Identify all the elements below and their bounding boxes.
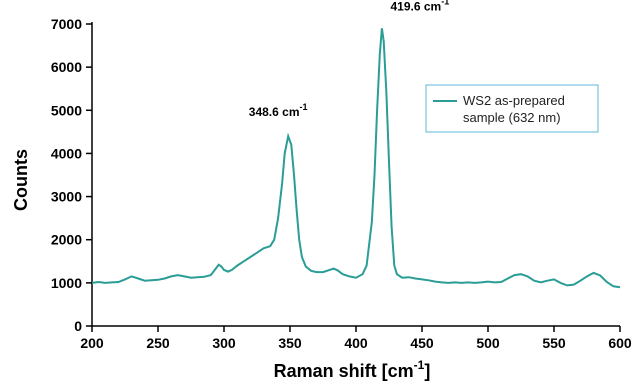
- x-axis-title-sup: -1: [414, 358, 425, 372]
- x-tick-label: 300: [212, 335, 236, 351]
- x-axis-title-main: Raman shift [cm: [274, 361, 414, 381]
- x-tick-label: 400: [344, 335, 368, 351]
- x-axis-title: Raman shift [cm-1]: [274, 358, 431, 381]
- y-tick-label: 4000: [51, 145, 82, 161]
- y-tick-label: 2000: [51, 232, 82, 248]
- x-axis-title-end: ]: [424, 361, 430, 381]
- x-tick-label: 250: [146, 335, 170, 351]
- x-tick-label: 350: [278, 335, 302, 351]
- x-tick-label: 500: [476, 335, 500, 351]
- legend: WS2 as-prepared sample (632 nm): [425, 84, 599, 133]
- x-tick-label: 550: [542, 335, 566, 351]
- y-tick-label: 6000: [51, 59, 82, 75]
- x-tick-label: 450: [410, 335, 434, 351]
- y-tick-label: 3000: [51, 189, 82, 205]
- y-axis-title: Counts: [11, 149, 31, 211]
- legend-label-line2: sample (632 nm): [463, 110, 561, 125]
- y-tick-label: 0: [74, 318, 82, 334]
- axis-ticks: 0 1000 2000 3000 4000 5000 6000 7000 200 250 300 35…: [51, 16, 632, 351]
- legend-box: [425, 84, 599, 133]
- legend-label-line1: WS2 as-prepared: [463, 93, 565, 108]
- y-tick-label: 7000: [51, 16, 82, 32]
- x-tick-label: 200: [80, 335, 104, 351]
- series-line-ws2: [91, 28, 621, 289]
- peak-annotations: 348.6 cm-1 419.6 cm-1: [249, 0, 449, 119]
- y-tick-label: 1000: [51, 275, 82, 291]
- x-tick-label: 600: [608, 335, 632, 351]
- peak-label: 419.6 cm-1: [391, 0, 450, 13]
- y-tick-label: 5000: [51, 102, 82, 118]
- peak-label: 348.6 cm-1: [249, 102, 308, 119]
- plot-area: 0 1000 2000 3000 4000 5000 6000 7000 200 250 300 35…: [51, 0, 632, 351]
